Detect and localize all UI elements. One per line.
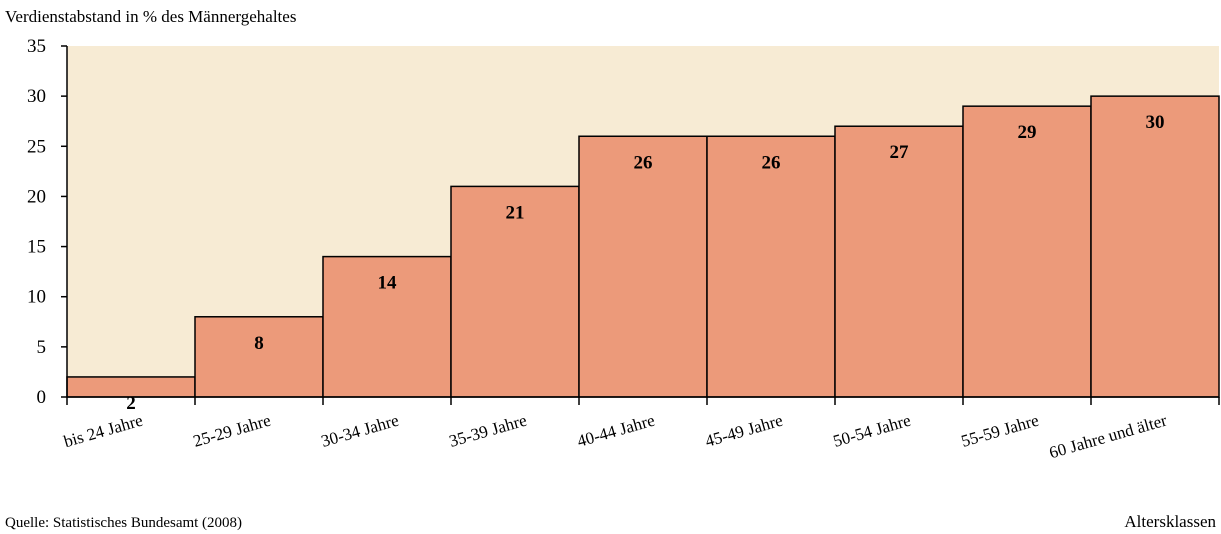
y-tick-label: 20	[27, 186, 46, 207]
x-tick-label: 45-49 Jahre	[703, 411, 785, 451]
x-ticks-group: bis 24 Jahre 25-29 Jahre 30-34 Jahre 35-39 …	[62, 397, 1220, 462]
bars-group	[66, 95, 1220, 398]
bar-5	[578, 135, 708, 398]
data-label-6: 26	[762, 152, 781, 173]
source-note: Quelle: Statistisches Bundesamt (2008)	[5, 515, 242, 531]
data-label-3: 14	[378, 273, 398, 294]
bar-6	[706, 135, 836, 398]
y-ticks-group: 0 5 10 15 20 25 30 35	[27, 36, 67, 408]
data-label-2: 8	[254, 333, 264, 354]
data-label-7: 27	[890, 142, 910, 163]
y-tick-label: 0	[37, 387, 47, 408]
y-tick-label: 30	[27, 86, 46, 107]
x-tick-label: bis 24 Jahre	[62, 411, 145, 452]
data-label-5: 26	[634, 152, 653, 173]
x-tick-label: 40-44 Jahre	[575, 411, 657, 451]
bar-9	[1090, 95, 1220, 398]
y-tick-label: 35	[27, 36, 46, 57]
y-tick-label: 25	[27, 136, 46, 157]
bar-2	[194, 316, 324, 398]
x-tick-label: 30-34 Jahre	[319, 411, 401, 451]
x-tick-label: 35-39 Jahre	[447, 411, 529, 451]
data-label-8: 29	[1018, 122, 1037, 143]
x-tick-label: 25-29 Jahre	[191, 411, 273, 451]
x-axis-title: Altersklassen	[1124, 512, 1216, 531]
data-labels-group: 2 8 14 21 26 26 27 29 30	[126, 112, 1164, 414]
data-label-1: 2	[126, 393, 136, 414]
bar-8	[962, 105, 1092, 398]
y-tick-label: 10	[27, 287, 46, 308]
data-label-4: 21	[506, 202, 525, 223]
x-tick-label: 55-59 Jahre	[959, 411, 1041, 451]
bar-4	[450, 185, 580, 398]
y-axis-title: Verdienstabstand in % des Männergehaltes	[5, 7, 296, 26]
y-tick-label: 15	[27, 237, 46, 258]
x-tick-label: 60 Jahre und älter	[1047, 410, 1169, 462]
y-tick-label: 5	[37, 337, 47, 358]
bar-7	[834, 125, 964, 398]
data-label-9: 30	[1146, 112, 1165, 133]
x-tick-label: 50-54 Jahre	[831, 411, 913, 451]
